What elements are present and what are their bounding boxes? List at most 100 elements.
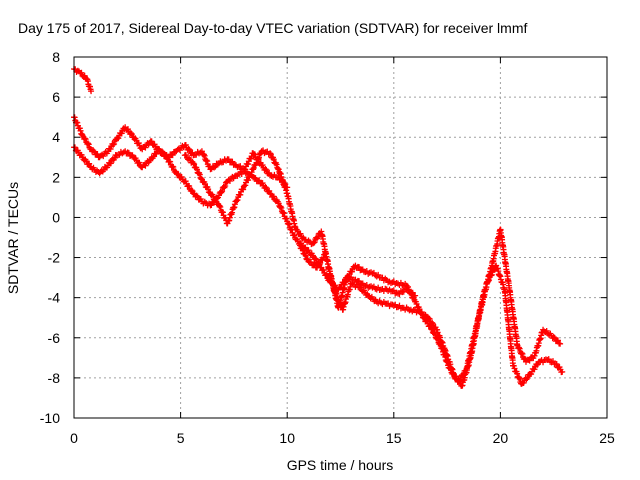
data-point (219, 188, 226, 195)
data-point (135, 140, 142, 147)
data-point (526, 357, 533, 364)
data-point (357, 284, 364, 291)
data-point (320, 254, 327, 261)
data-point (85, 141, 92, 148)
data-point (429, 319, 436, 326)
data-point (191, 161, 198, 168)
data-point (283, 215, 290, 222)
plot-frame (73, 56, 608, 419)
data-point (549, 358, 556, 365)
data-point (280, 210, 287, 217)
data-point (142, 162, 149, 169)
data-point (202, 180, 209, 187)
data-point (194, 193, 201, 200)
data-point (488, 271, 495, 278)
data-point (118, 130, 125, 137)
data-point (196, 171, 203, 178)
data-point (518, 350, 525, 357)
data-point (78, 69, 85, 76)
data-point (263, 184, 270, 191)
data-point (125, 126, 132, 133)
data-point (523, 376, 530, 383)
data-point (77, 127, 84, 134)
data-point (81, 135, 88, 142)
data-point (222, 182, 229, 189)
data-point (299, 247, 306, 254)
data-point (259, 162, 266, 169)
data-point (515, 344, 522, 351)
data-point (186, 183, 193, 190)
data-point (205, 186, 212, 193)
data-point (234, 197, 241, 204)
x-axis-label: GPS time / hours (287, 457, 394, 473)
x-tick-label: 20 (493, 430, 509, 446)
data-point (128, 131, 135, 138)
data-point (211, 164, 218, 171)
data-point (167, 158, 174, 165)
data-point (242, 182, 249, 189)
data-point (182, 141, 189, 148)
data-points (71, 66, 566, 389)
data-point (311, 239, 318, 246)
data-point (317, 260, 324, 267)
data-point (175, 171, 182, 178)
tick-labels: 0 5 10 15 20 25 -10 -8 -6 -4 -2 0 2 4 6 8 (40, 49, 615, 446)
x-tick-label: 5 (177, 430, 185, 446)
y-tick-label: 4 (52, 129, 60, 145)
data-point (534, 361, 541, 368)
data-point (485, 278, 492, 285)
data-point (71, 144, 78, 151)
data-point (456, 378, 463, 385)
data-point (286, 221, 293, 228)
data-point (255, 154, 262, 161)
data-point (88, 88, 95, 95)
data-point (270, 193, 277, 200)
data-point (203, 157, 210, 164)
data-point (201, 152, 208, 159)
data-point (285, 220, 292, 227)
data-point (82, 136, 89, 143)
data-point (193, 192, 200, 199)
data-point (280, 209, 287, 216)
x-tick-label: 15 (386, 430, 402, 446)
data-point (426, 315, 433, 322)
x-tick-label: 0 (70, 430, 78, 446)
data-point (148, 138, 155, 145)
data-point (178, 173, 185, 180)
y-tick-label: -6 (48, 330, 61, 346)
data-point (278, 204, 285, 211)
data-point (186, 146, 193, 153)
data-point (204, 158, 211, 165)
data-point (262, 166, 269, 173)
series-track-e (296, 242, 566, 389)
data-point (185, 145, 192, 152)
data-point (320, 267, 327, 274)
data-point (550, 333, 557, 340)
data-point (516, 375, 523, 382)
data-point (553, 361, 560, 368)
data-point (413, 300, 420, 307)
data-point (314, 234, 321, 241)
data-point (169, 152, 176, 159)
y-tick-label: -2 (48, 250, 61, 266)
data-point (305, 247, 312, 254)
data-point (297, 230, 304, 237)
data-point (554, 337, 561, 344)
data-point (307, 259, 314, 266)
data-point (245, 161, 252, 168)
data-point (214, 161, 221, 168)
data-point (524, 375, 531, 382)
data-point (267, 151, 274, 158)
data-point (240, 186, 247, 193)
y-tick-label: -4 (48, 290, 61, 306)
data-point (190, 190, 197, 197)
data-point (86, 160, 93, 167)
data-point (193, 166, 200, 173)
series-track-c (71, 144, 419, 299)
data-point (136, 159, 143, 166)
data-point (543, 327, 550, 334)
data-point (94, 151, 101, 157)
series-track-a (71, 66, 95, 95)
data-point (127, 130, 134, 137)
